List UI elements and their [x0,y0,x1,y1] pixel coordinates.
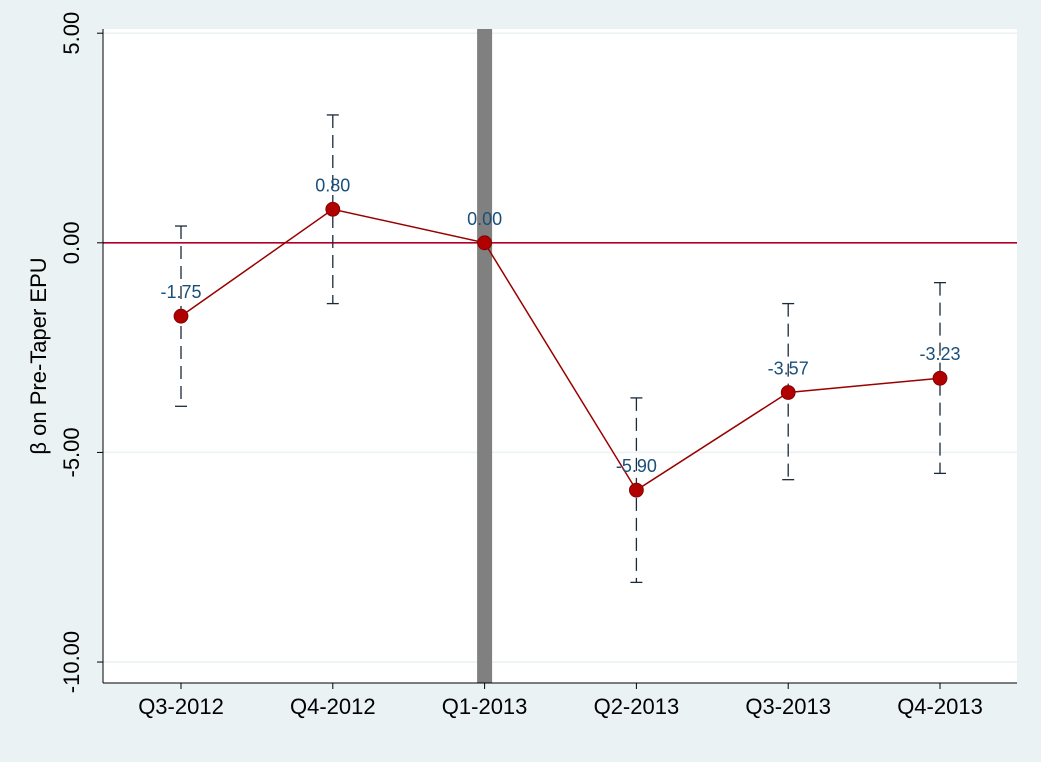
y-tick-label-0: 5.00 [59,12,84,55]
data-point-1 [325,201,341,217]
data-point-0 [173,308,189,324]
data-point-3 [629,482,644,498]
y-axis-title: β on Pre-Taper EPU [26,257,51,454]
x-tick-label-5: Q4-2013 [897,694,983,719]
y-tick-label-3: -10.00 [59,631,84,693]
data-label-4: -3.57 [768,358,809,378]
plot-area [103,29,1017,683]
y-tick-label-1: 0.00 [59,221,84,264]
y-tick-label-2: -5.00 [59,427,84,477]
x-tick-label-0: Q3-2012 [138,694,224,719]
data-label-2: 0.00 [467,209,502,229]
data-label-3: -5.90 [616,456,657,476]
x-tick-label-4: Q3-2013 [745,694,831,719]
event-marker-bar [477,29,493,683]
data-label-5: -3.23 [919,344,960,364]
data-label-0: -1.75 [160,282,201,302]
data-point-4 [780,385,796,400]
series-line [180,208,941,492]
x-tick-label-2: Q1-2013 [442,694,528,719]
data-label-1: 0.80 [315,175,350,195]
x-tick-label-1: Q4-2012 [290,694,376,719]
x-tick-label-3: Q2-2013 [594,694,680,719]
data-point-5 [932,370,948,386]
data-point-2 [477,235,493,251]
